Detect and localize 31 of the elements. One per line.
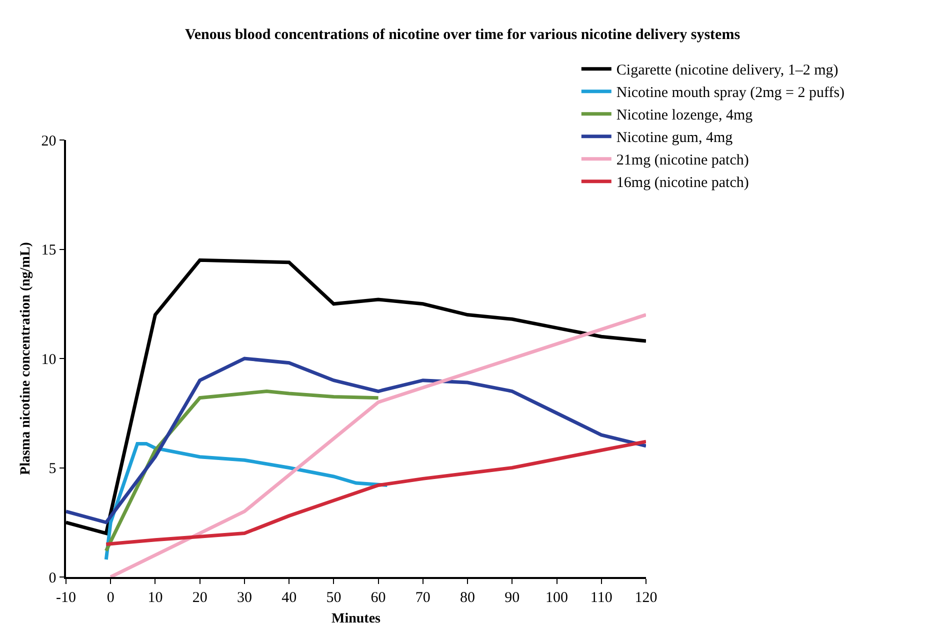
x-tick-label: 60: [370, 590, 386, 606]
x-tick-label: 0: [106, 590, 114, 606]
legend-label: 16mg (nicotine patch): [616, 175, 749, 192]
x-tick-label: 110: [590, 590, 612, 606]
x-tick-label: -10: [56, 590, 76, 606]
x-tick-label: 30: [236, 590, 252, 606]
x-tick-label: 40: [282, 590, 297, 606]
legend-label: Nicotine lozenge, 4mg: [616, 108, 754, 124]
legend-label: 21mg (nicotine patch): [616, 152, 749, 169]
y-tick-label: 0: [48, 570, 56, 586]
y-tick-label: 20: [41, 133, 56, 150]
legend-label: Nicotine mouth spray (2mg = 2 puffs): [616, 85, 845, 102]
x-tick-label: 70: [415, 590, 430, 606]
x-axis-title: Minutes: [332, 612, 382, 627]
line-series: [104, 440, 646, 546]
x-tick-label: 50: [326, 590, 342, 606]
x-tick-label: 80: [460, 590, 476, 606]
x-tick-label: 90: [504, 590, 520, 606]
legend-label: Nicotine gum, 4mg: [616, 130, 734, 146]
x-tick-label: 120: [634, 590, 658, 606]
chart-title: Venous blood concentrations of nicotine over time for various nicotine delivery systems: [184, 26, 740, 43]
y-tick-label: 5: [48, 461, 56, 477]
line-series: [108, 313, 646, 577]
x-tick-label: 100: [546, 590, 568, 606]
line-series: [66, 356, 646, 524]
x-tick-label: 10: [148, 590, 163, 606]
x-tick-label: 20: [192, 590, 208, 606]
legend-label: Cigarette (nicotine delivery, 1–2 mg): [616, 62, 838, 79]
y-axis-title: Plasma nicotine concentration (ng/mL): [18, 242, 34, 475]
y-tick-label: 10: [41, 352, 56, 368]
y-tick-label: 15: [41, 242, 56, 258]
